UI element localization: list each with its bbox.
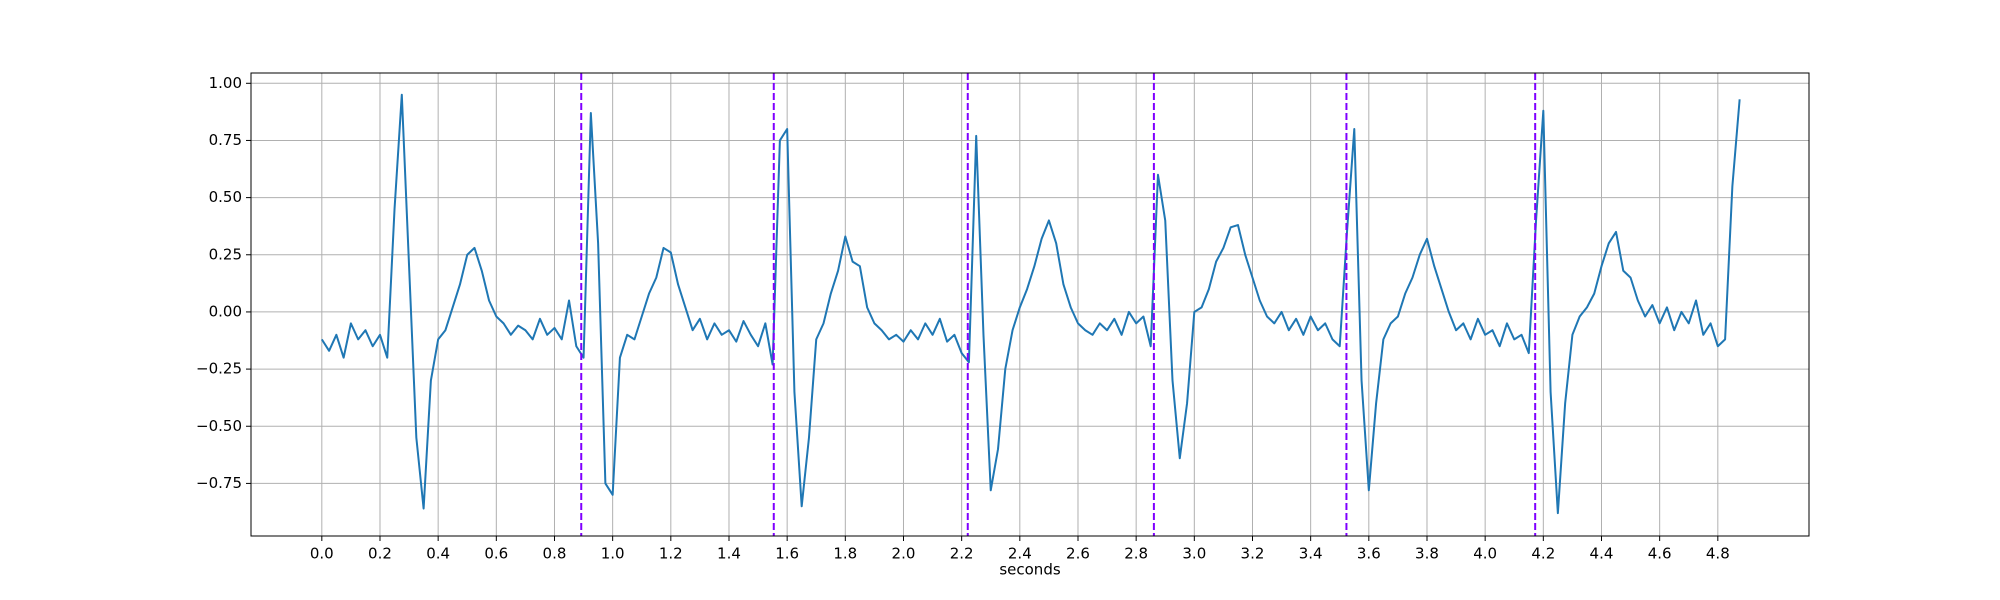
x-tick-label: 1.8 [833,545,857,563]
y-tick-label: −0.25 [196,360,242,378]
x-tick-label: 2.6 [1066,545,1090,563]
x-tick-label: 1.6 [775,545,799,563]
x-tick-label: 0.4 [426,545,450,563]
x-tick-label: 4.6 [1648,545,1672,563]
x-tick-label: 3.0 [1182,545,1206,563]
x-tick-label: 3.2 [1241,545,1265,563]
x-tick-label: 3.6 [1357,545,1381,563]
x-tick-label: 2.2 [950,545,974,563]
y-tick-label: 1.00 [209,74,242,92]
x-tick-label: 0.8 [543,545,567,563]
x-axis-label: seconds [999,561,1060,579]
x-tick-label: 1.4 [717,545,741,563]
x-tick-label: 3.4 [1299,545,1323,563]
x-tick-label: 4.2 [1531,545,1555,563]
y-tick-label: −0.75 [196,474,242,492]
x-tick-label: 4.8 [1706,545,1730,563]
x-tick-label: 2.8 [1124,545,1148,563]
x-tick-label: 2.4 [1008,545,1032,563]
x-tick-label: 1.2 [659,545,683,563]
y-tick-label: 0.00 [209,302,242,320]
y-tick-label: 0.25 [209,245,242,263]
signal-line [320,93,1741,515]
x-tick-label: 4.0 [1473,545,1497,563]
x-tick-label: 0.6 [484,545,508,563]
plot-frame [250,72,1810,537]
x-tick-label: 3.8 [1415,545,1439,563]
y-tick-label: 0.75 [209,131,242,149]
x-tick-label: 0.2 [368,545,392,563]
y-tick-label: 0.50 [209,188,242,206]
x-tick-label: 2.0 [892,545,916,563]
y-tick-label: −0.50 [196,417,242,435]
x-tick-label: 4.4 [1590,545,1614,563]
x-tick-label: 1.0 [601,545,625,563]
x-tick-label: 0.0 [310,545,334,563]
